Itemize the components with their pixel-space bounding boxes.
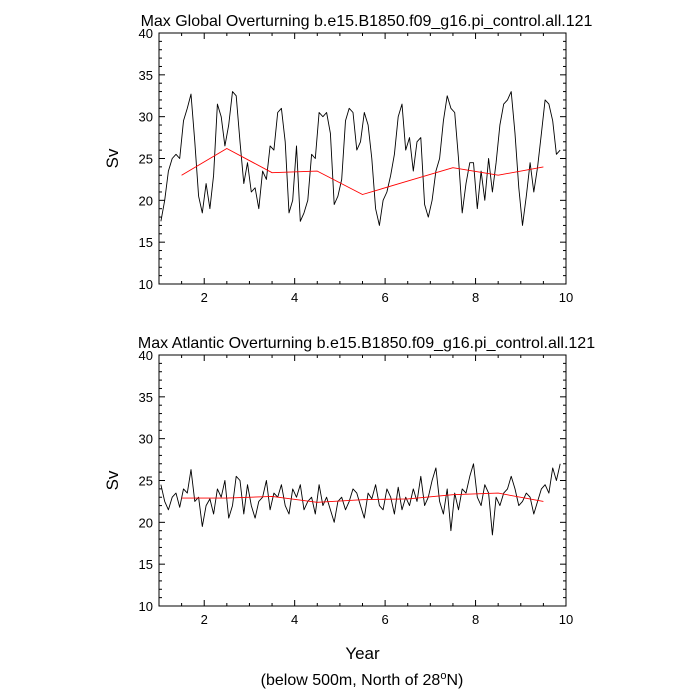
annual-mean-series-line — [181, 492, 544, 503]
x-tick-label: 2 — [201, 290, 208, 305]
x-tick-label: 2 — [201, 612, 208, 627]
x-tick-label: 6 — [381, 290, 388, 305]
y-tick-label: 25 — [139, 474, 153, 489]
chart-title: Max Atlantic Overturning b.e15.B1850.f09… — [138, 335, 595, 352]
y-tick-label: 40 — [139, 348, 153, 363]
panel-global-overturning: Max Global Overturning b.e15.B1850.f09_g… — [103, 13, 593, 305]
x-tick-label: 4 — [291, 612, 298, 627]
monthly-series-line — [160, 463, 561, 536]
x-tick-label: 8 — [472, 612, 479, 627]
y-tick-label: 20 — [139, 515, 153, 530]
y-tick-label: 20 — [139, 193, 153, 208]
footer-caption: (below 500m, North of 28oN) — [261, 670, 464, 689]
axis-ticks — [158, 32, 567, 285]
y-tick-label: 25 — [139, 152, 153, 167]
x-tick-label: 8 — [472, 290, 479, 305]
y-axis-label: Sv — [103, 148, 122, 168]
panel-atlantic-overturning: Max Atlantic Overturning b.e15.B1850.f09… — [103, 335, 595, 663]
plot-frame — [158, 354, 567, 607]
annual-mean-series-line — [181, 148, 544, 195]
x-axis-label: Year — [345, 644, 380, 663]
y-tick-label: 40 — [139, 26, 153, 41]
y-tick-label: 30 — [139, 110, 153, 125]
y-tick-label: 35 — [139, 68, 153, 83]
y-tick-label: 15 — [139, 235, 153, 250]
chart-title: Max Global Overturning b.e15.B1850.f09_g… — [141, 13, 593, 30]
y-tick-label: 10 — [139, 277, 153, 292]
x-tick-label: 4 — [291, 290, 298, 305]
x-tick-label: 10 — [559, 612, 573, 627]
y-axis-label: Sv — [103, 470, 122, 490]
y-tick-label: 15 — [139, 557, 153, 572]
x-tick-label: 10 — [559, 290, 573, 305]
plot-frame — [158, 32, 567, 285]
monthly-series-line — [160, 91, 561, 226]
y-tick-label: 35 — [139, 390, 153, 405]
y-tick-label: 10 — [139, 599, 153, 614]
y-tick-label: 30 — [139, 432, 153, 447]
x-tick-label: 6 — [381, 612, 388, 627]
axis-ticks — [158, 354, 567, 607]
